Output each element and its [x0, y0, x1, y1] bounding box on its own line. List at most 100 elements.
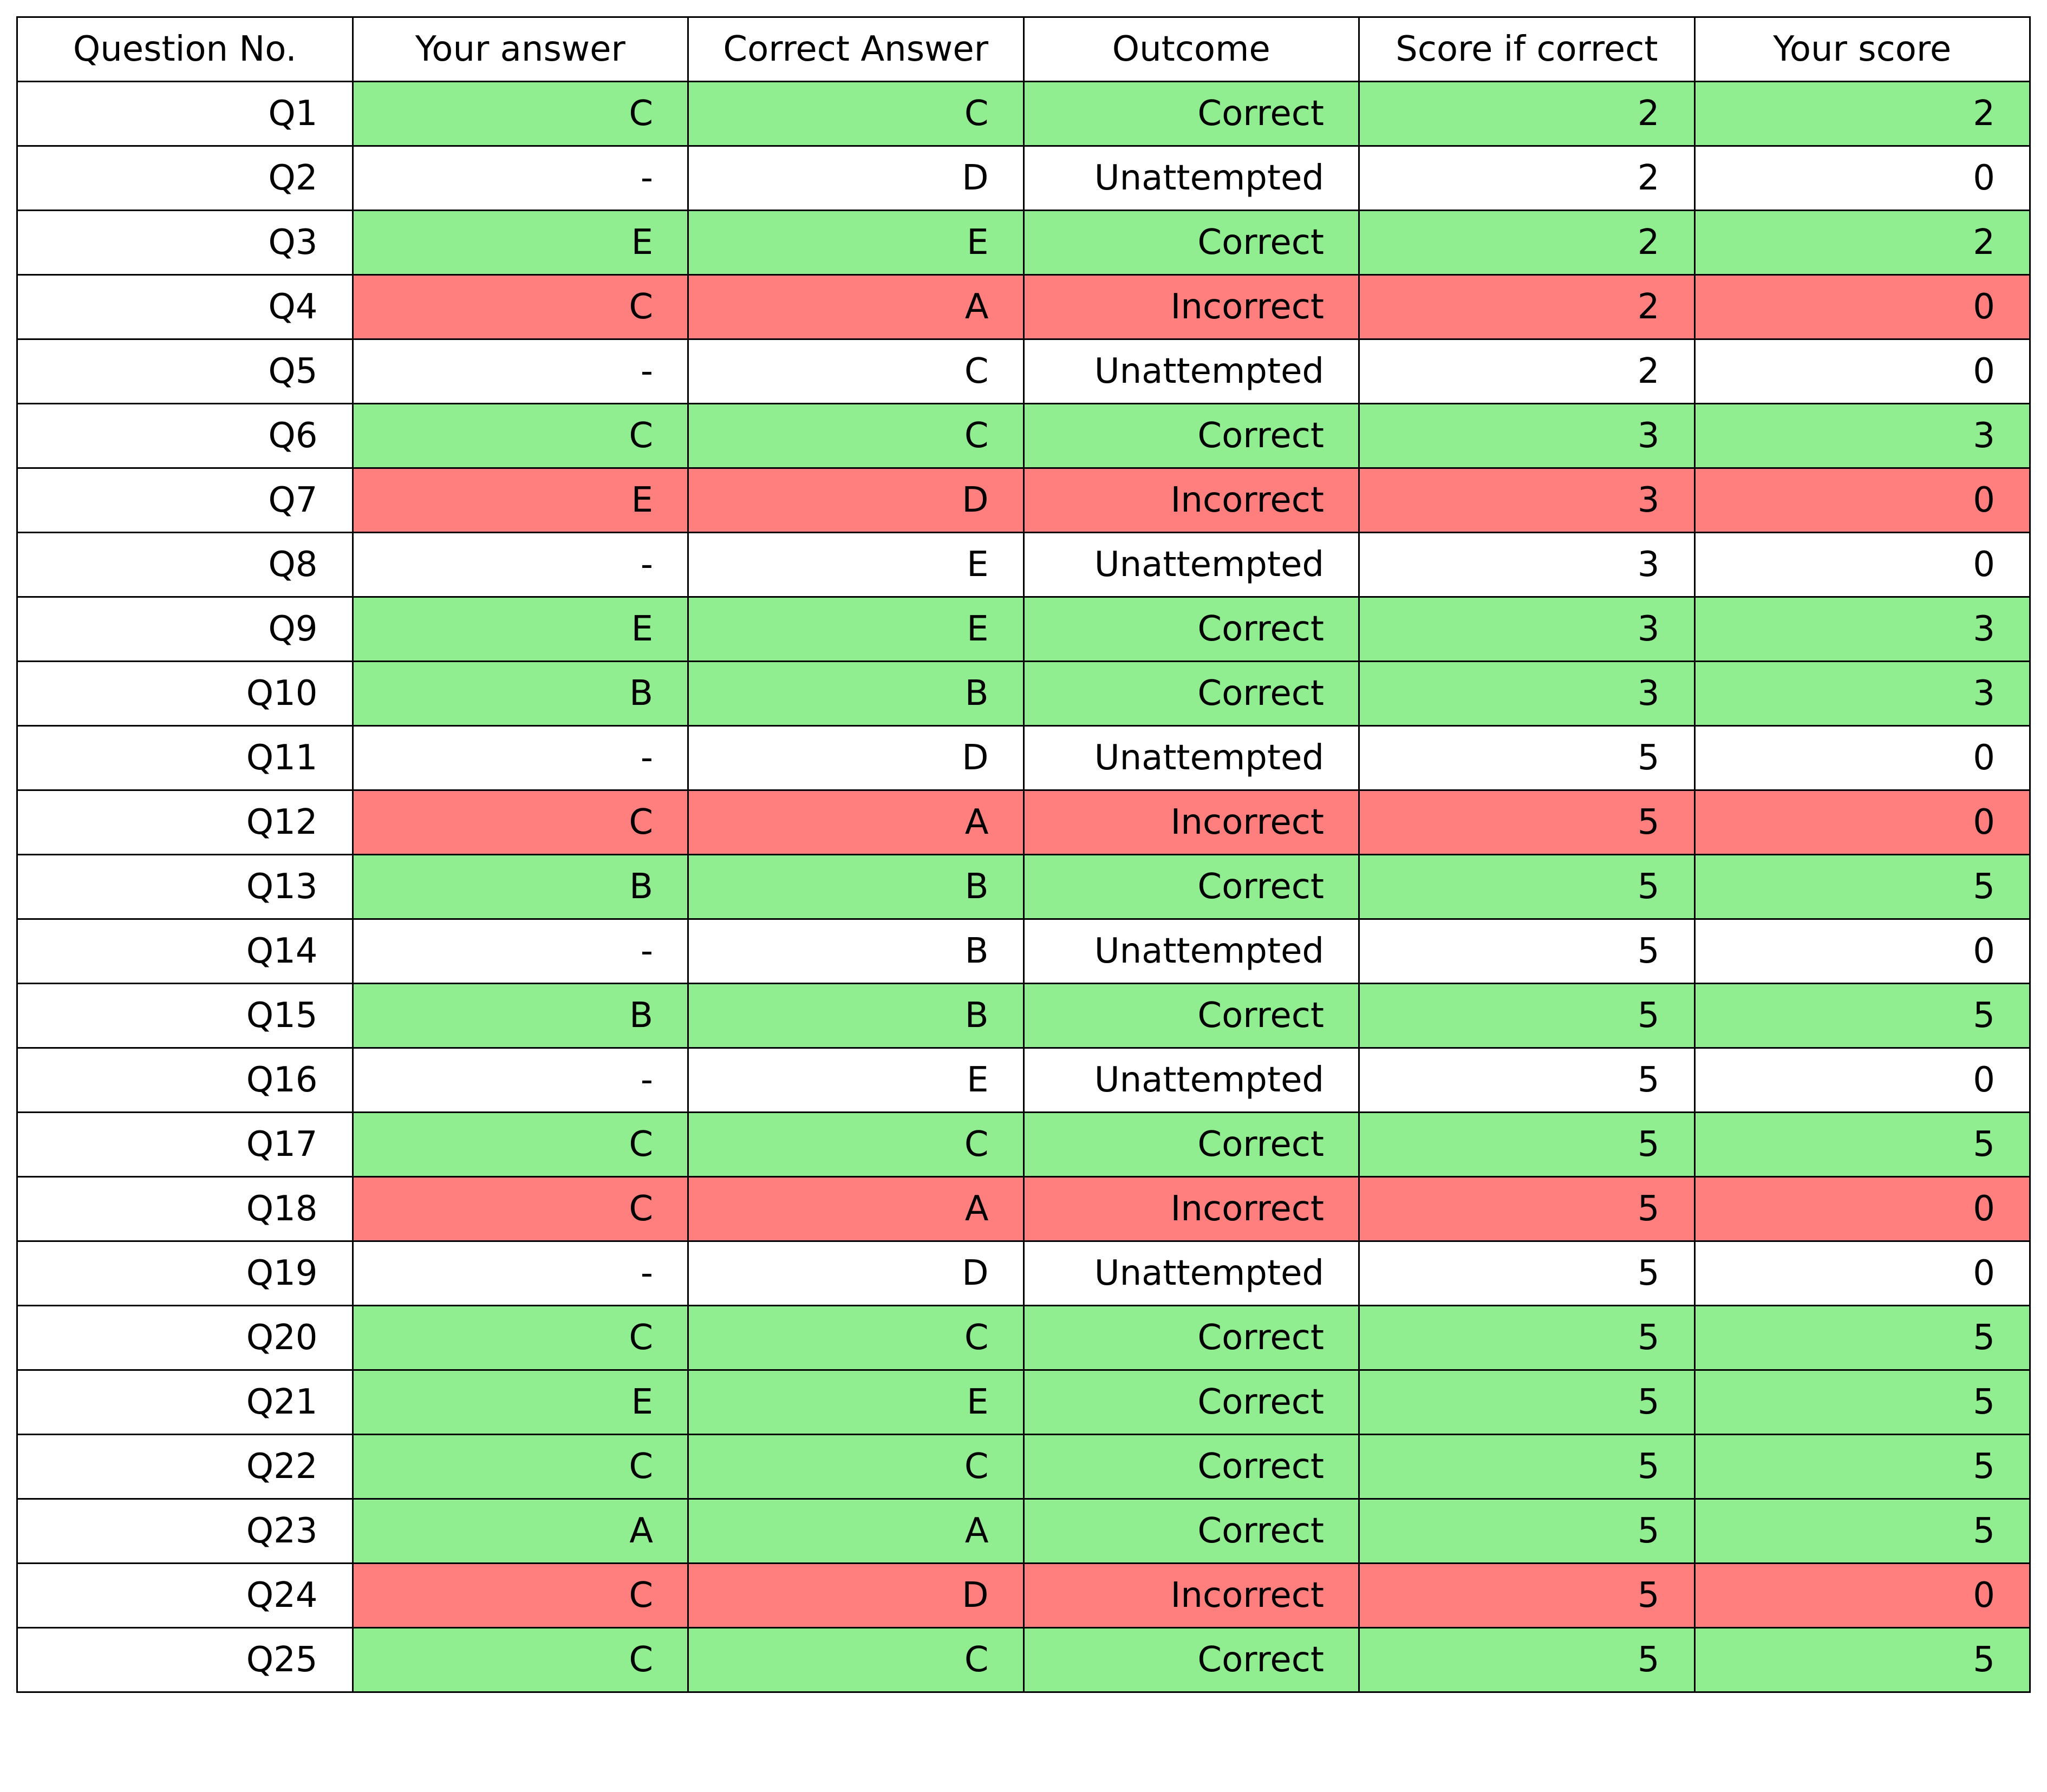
table-row: Q22 C C Correct 5 5: [16, 1434, 2031, 1500]
cell-your-answer: C: [351, 1434, 689, 1500]
cell-correct-answer: A: [687, 1498, 1025, 1564]
cell-your-answer: -: [351, 145, 689, 211]
column-header-score-if-correct: Score if correct: [1358, 16, 1696, 82]
cell-your-answer: C: [351, 1562, 689, 1629]
cell-correct-answer: A: [687, 789, 1025, 855]
table-row: Q18 C A Incorrect 5 0: [16, 1176, 2031, 1242]
cell-your-answer: B: [351, 854, 689, 920]
cell-score-if-correct: 3: [1358, 660, 1696, 727]
cell-your-score: 5: [1693, 1305, 2031, 1371]
cell-correct-answer: E: [687, 1047, 1025, 1113]
cell-score-if-correct: 5: [1358, 789, 1696, 855]
header-row: Question No. Your answer Correct Answer Out…: [16, 16, 2031, 82]
cell-your-answer: E: [351, 467, 689, 533]
cell-correct-answer: C: [687, 1627, 1025, 1693]
cell-outcome: Incorrect: [1022, 1562, 1360, 1629]
cell-score-if-correct: 3: [1358, 596, 1696, 662]
cell-your-answer: -: [351, 532, 689, 598]
cell-question-no: Q23: [16, 1498, 354, 1564]
cell-correct-answer: A: [687, 274, 1025, 340]
table-row: Q20 C C Correct 5 5: [16, 1305, 2031, 1371]
cell-your-score: 0: [1693, 532, 2031, 598]
table-row: Q7 E D Incorrect 3 0: [16, 467, 2031, 533]
column-header-outcome: Outcome: [1022, 16, 1360, 82]
cell-your-answer: C: [351, 1305, 689, 1371]
cell-your-answer: C: [351, 1111, 689, 1178]
cell-question-no: Q19: [16, 1240, 354, 1306]
cell-outcome: Incorrect: [1022, 1176, 1360, 1242]
cell-outcome: Correct: [1022, 1369, 1360, 1435]
cell-outcome: Correct: [1022, 1305, 1360, 1371]
cell-your-answer: C: [351, 1627, 689, 1693]
cell-your-answer: E: [351, 596, 689, 662]
table-row: Q12 C A Incorrect 5 0: [16, 789, 2031, 855]
table-row: Q11- D Unattempted 5 0: [16, 725, 2031, 791]
cell-score-if-correct: 2: [1358, 338, 1696, 404]
cell-your-answer: -: [351, 918, 689, 984]
column-header-your-score: Your score: [1693, 16, 2031, 82]
cell-your-score: 5: [1693, 1434, 2031, 1500]
cell-your-score: 3: [1693, 660, 2031, 727]
cell-correct-answer: C: [687, 403, 1025, 469]
cell-your-answer: A: [351, 1498, 689, 1564]
cell-score-if-correct: 5: [1358, 983, 1696, 1049]
cell-question-no: Q1: [16, 81, 354, 147]
cell-your-score: 3: [1693, 403, 2031, 469]
cell-your-answer: C: [351, 1176, 689, 1242]
table-row: Q9 E E Correct 3 3: [16, 596, 2031, 662]
table-header: Question No. Your answer Correct Answer Out…: [16, 16, 2031, 82]
cell-question-no: Q18: [16, 1176, 354, 1242]
cell-score-if-correct: 5: [1358, 1047, 1696, 1113]
cell-your-score: 0: [1693, 725, 2031, 791]
cell-correct-answer: B: [687, 983, 1025, 1049]
cell-question-no: Q25: [16, 1627, 354, 1693]
cell-question-no: Q21: [16, 1369, 354, 1435]
cell-question-no: Q12: [16, 789, 354, 855]
cell-your-score: 2: [1693, 210, 2031, 276]
cell-correct-answer: B: [687, 660, 1025, 727]
cell-your-score: 5: [1693, 1111, 2031, 1178]
cell-your-score: 0: [1693, 145, 2031, 211]
cell-question-no: Q11: [16, 725, 354, 791]
cell-outcome: Incorrect: [1022, 789, 1360, 855]
table-row: Q13 B B Correct 5 5: [16, 854, 2031, 920]
cell-score-if-correct: 5: [1358, 1240, 1696, 1306]
cell-correct-answer: B: [687, 854, 1025, 920]
cell-question-no: Q22: [16, 1434, 354, 1500]
table-row: Q23 A A Correct 5 5: [16, 1498, 2031, 1564]
cell-score-if-correct: 2: [1358, 274, 1696, 340]
cell-outcome: Incorrect: [1022, 274, 1360, 340]
cell-outcome: Unattempted: [1022, 532, 1360, 598]
cell-score-if-correct: 5: [1358, 1627, 1696, 1693]
cell-question-no: Q3: [16, 210, 354, 276]
table-row: Q4 C A Incorrect 2 0: [16, 274, 2031, 340]
cell-outcome: Correct: [1022, 596, 1360, 662]
cell-correct-answer: E: [687, 532, 1025, 598]
cell-correct-answer: D: [687, 1240, 1025, 1306]
cell-your-answer: -: [351, 725, 689, 791]
cell-your-score: 5: [1693, 1627, 2031, 1693]
cell-your-score: 5: [1693, 854, 2031, 920]
cell-your-answer: B: [351, 660, 689, 727]
cell-correct-answer: D: [687, 1562, 1025, 1629]
cell-question-no: Q20: [16, 1305, 354, 1371]
table-row: Q17 C C Correct 5 5: [16, 1111, 2031, 1178]
cell-your-answer: -: [351, 1047, 689, 1113]
table-row: Q2- D Unattempted 2 0: [16, 145, 2031, 211]
table-row: Q19- D Unattempted 5 0: [16, 1240, 2031, 1306]
cell-score-if-correct: 5: [1358, 918, 1696, 984]
cell-your-score: 3: [1693, 596, 2031, 662]
cell-question-no: Q8: [16, 532, 354, 598]
cell-your-score: 5: [1693, 983, 2031, 1049]
table-row: Q15 B B Correct 5 5: [16, 983, 2031, 1049]
cell-correct-answer: E: [687, 210, 1025, 276]
cell-question-no: Q9: [16, 596, 354, 662]
cell-your-score: 0: [1693, 467, 2031, 533]
cell-correct-answer: D: [687, 467, 1025, 533]
cell-outcome: Correct: [1022, 1111, 1360, 1178]
cell-your-score: 0: [1693, 918, 2031, 984]
column-header-question-no: Question No.: [16, 16, 354, 82]
cell-your-score: 0: [1693, 274, 2031, 340]
cell-outcome: Correct: [1022, 854, 1360, 920]
cell-correct-answer: D: [687, 725, 1025, 791]
